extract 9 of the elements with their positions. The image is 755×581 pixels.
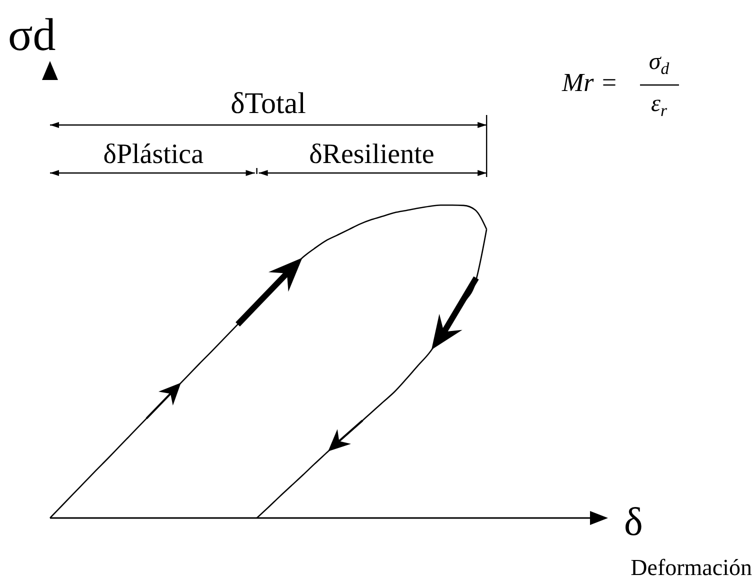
text: Mr = <box>561 68 618 97</box>
text: σ$_{d}$ <box>648 49 670 78</box>
text: δTotal <box>230 87 306 120</box>
text: ε$_{r}$ <box>651 91 668 120</box>
text: Deformación <box>630 555 752 580</box>
text: δPlástica <box>103 139 204 170</box>
text: δResiliente <box>309 139 434 170</box>
x-axis-title: δ <box>624 499 643 544</box>
y-axis-title: σd <box>8 9 56 60</box>
